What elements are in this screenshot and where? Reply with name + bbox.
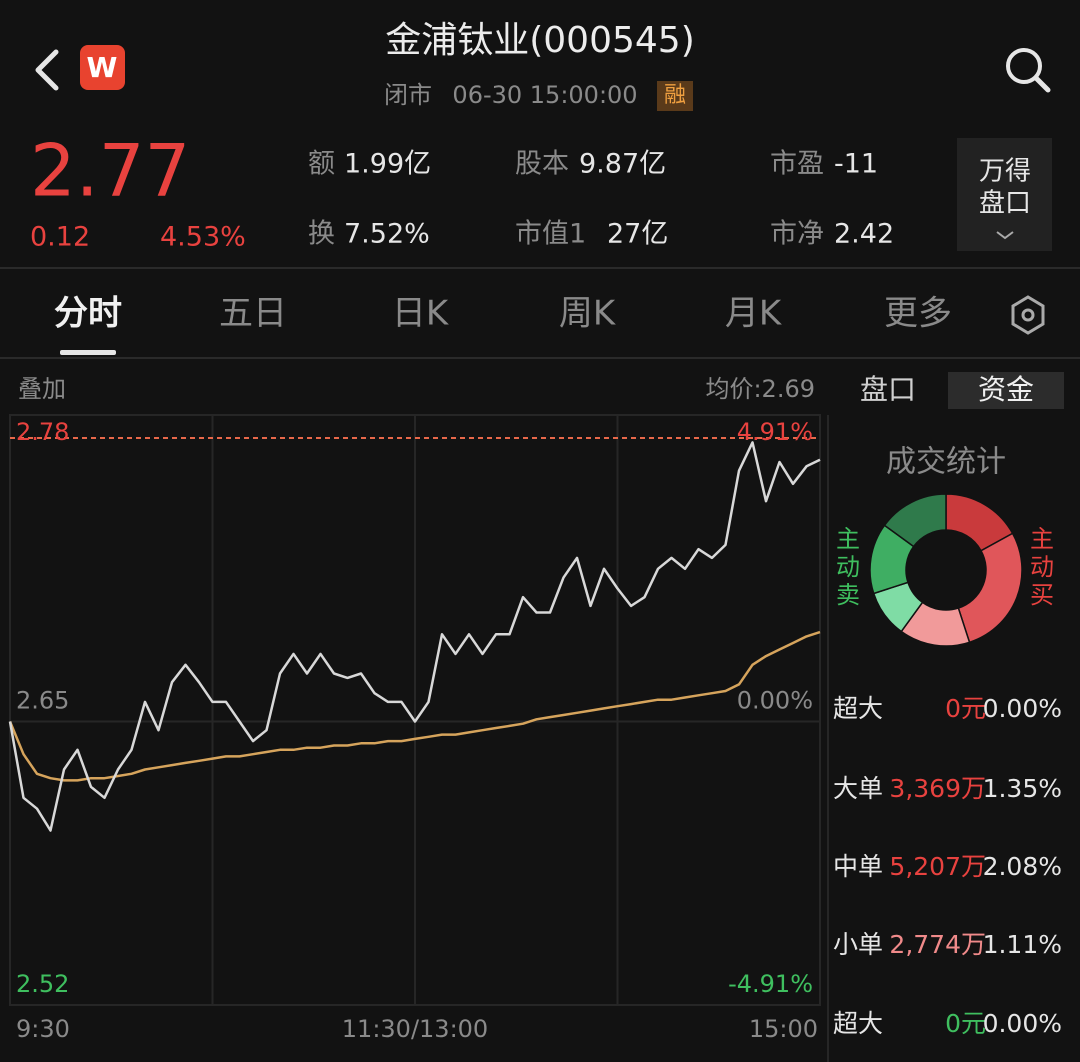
- row-pct: 1.11%: [983, 930, 1062, 959]
- chevron: [996, 231, 1014, 240]
- tab[interactable]: 分时: [54, 294, 122, 334]
- y-tick-label: 2.78: [16, 418, 69, 446]
- search-button[interactable]: [1006, 48, 1051, 93]
- row-label: 超大: [833, 1009, 883, 1038]
- badge: 融: [664, 83, 686, 108]
- y2-tick-label: 0.00%: [737, 687, 813, 715]
- title: 金浦钛业(000545): [385, 20, 695, 61]
- row-amount: 0元: [945, 1009, 986, 1038]
- y-tick-label: 2.52: [16, 970, 69, 998]
- row-pct: 1.35%: [983, 774, 1062, 803]
- stat-value: 1.99亿: [344, 149, 431, 180]
- stat-label: 市盈: [770, 149, 824, 180]
- row-pct: 2.08%: [983, 852, 1062, 881]
- logo-box: [80, 45, 125, 90]
- side-tab[interactable]: 盘口: [860, 373, 916, 406]
- stat-label: 市值1: [515, 219, 586, 250]
- back-button[interactable]: [35, 49, 59, 91]
- row-label: 小单: [833, 930, 883, 959]
- x-tick-label: 15:00: [749, 1015, 818, 1043]
- stat-value: -11: [834, 149, 878, 180]
- overlay-button[interactable]: 叠加: [18, 375, 66, 403]
- donut-segment: [957, 532, 1023, 644]
- stat-label: 换: [308, 219, 335, 250]
- stat-value: 9.87亿: [579, 149, 666, 180]
- change: 0.12: [30, 222, 90, 253]
- settings-icon[interactable]: [1011, 295, 1045, 335]
- row-label: 中单: [833, 852, 883, 881]
- buy-label: 主动买: [1030, 525, 1054, 609]
- status: 闭市: [384, 81, 432, 109]
- panel-button-label: 万得: [979, 157, 1031, 187]
- tab-indicator: [60, 350, 116, 355]
- stat-label: 股本: [515, 149, 569, 180]
- side-tab[interactable]: 资金: [978, 373, 1034, 406]
- side-title: 成交统计: [886, 445, 1006, 480]
- row-pct: 0.00%: [983, 694, 1062, 723]
- settings-icon-dot: [1021, 308, 1035, 322]
- tab[interactable]: 周K: [559, 294, 617, 334]
- row-amount: 0元: [945, 694, 986, 723]
- change-pct: 4.53%: [160, 222, 246, 253]
- stat-value: 7.52%: [344, 219, 430, 250]
- stat-value: 27亿: [607, 219, 668, 250]
- y-tick-label: 2.65: [16, 687, 69, 715]
- row-label: 大单: [833, 774, 883, 803]
- tab[interactable]: 更多: [884, 294, 952, 334]
- tab[interactable]: 月K: [725, 294, 783, 334]
- panel-button[interactable]: [957, 138, 1052, 251]
- side-tab-bg: [948, 372, 1064, 409]
- price-line: [8, 441, 821, 832]
- y2-tick-label: -4.91%: [728, 970, 813, 998]
- tab[interactable]: 日K: [392, 294, 450, 334]
- row-amount: 2,774万: [889, 930, 986, 959]
- donut-segment: [883, 493, 947, 548]
- stat-label: 市净: [770, 219, 824, 250]
- x-tick-label: 11:30/13:00: [342, 1015, 488, 1043]
- avg-price: 均价:2.69: [705, 375, 815, 403]
- row-label: 超大: [833, 694, 883, 723]
- stat-value: 2.42: [834, 219, 894, 250]
- chart: 2.52 2.65 2.78 -4.91% 0.00% 4.91% 9:30 11:30/13…: [8, 415, 821, 1043]
- price: 2.77: [30, 129, 190, 213]
- logo: W: [87, 51, 118, 84]
- datetime: 06-30 15:00:00: [452, 81, 637, 109]
- sell-label: 主动卖: [836, 525, 860, 609]
- stat-label: 额: [308, 149, 335, 180]
- y2-tick-label: 4.91%: [737, 418, 813, 446]
- panel-button-label: 盘口: [979, 189, 1031, 219]
- row-pct: 0.00%: [983, 1009, 1062, 1038]
- avg-price-line: [8, 630, 821, 782]
- tab[interactable]: 五日: [219, 294, 287, 334]
- row-amount: 3,369万: [889, 774, 986, 803]
- badge-box: [657, 81, 693, 111]
- x-tick-label: 9:30: [16, 1015, 70, 1043]
- row-amount: 5,207万: [889, 852, 986, 881]
